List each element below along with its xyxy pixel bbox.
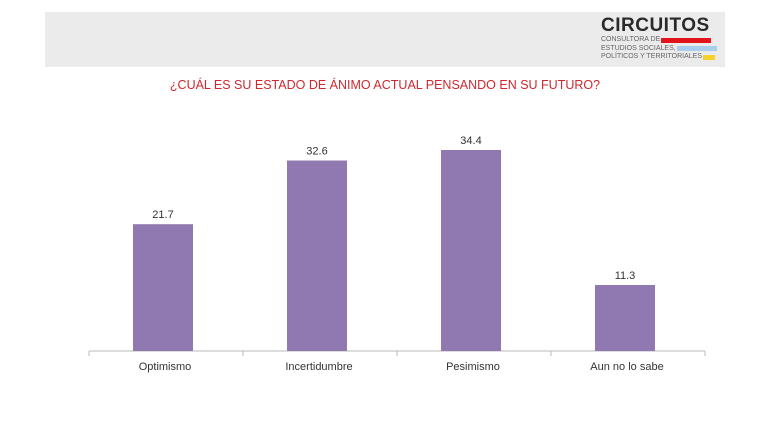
logo-blue-bar — [676, 46, 717, 52]
logo-line-2: ESTUDIOS SOCIALES, — [601, 44, 676, 52]
category-label: Pesimismo — [446, 361, 500, 373]
logo-brand: CIRCUITOS — [601, 15, 710, 36]
bar-incertidumbre — [287, 160, 347, 351]
circuitos-logo: CIRCUITOS CONSULTORA DE ESTUDIOS SOCIALE… — [601, 16, 721, 66]
category-label: Aun no lo sabe — [590, 361, 663, 373]
data-label: 11.3 — [615, 270, 636, 282]
header-band: CIRCUITOS CONSULTORA DE ESTUDIOS SOCIALE… — [45, 12, 725, 67]
category-label: Optimismo — [139, 361, 192, 373]
logo-red-bar — [661, 37, 712, 43]
bar-pesimismo — [441, 150, 501, 351]
chart-title: ¿CUÁL ES SU ESTADO DE ÁNIMO ACTUAL PENSA… — [169, 78, 601, 92]
data-label: 21.7 — [152, 209, 173, 221]
data-label: 32.6 — [306, 146, 327, 158]
bar-aun-no-lo-sabe — [595, 284, 655, 351]
logo-line-1: CONSULTORA DE — [601, 36, 661, 43]
logo-line-3: POLÍTICOS Y TERRITORIALES — [601, 53, 703, 60]
bar-optimismo — [133, 224, 193, 351]
data-label: 34.4 — [460, 135, 481, 147]
logo-yellow-bar — [703, 54, 716, 60]
category-label: Incertidumbre — [285, 361, 352, 373]
